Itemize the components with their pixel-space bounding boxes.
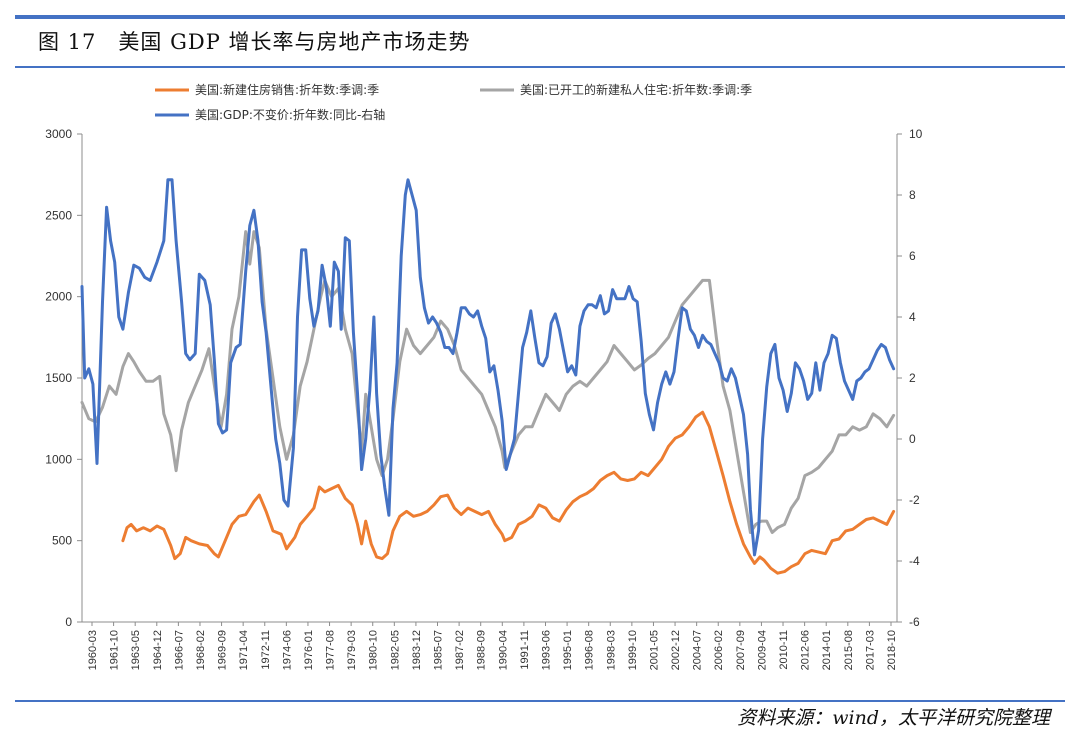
x-tick-label: 1987-02	[454, 630, 466, 670]
x-tick-label: 1974-06	[281, 630, 293, 670]
right-tick-label: 0	[909, 432, 916, 446]
x-tick-label: 1966-07	[173, 630, 185, 670]
x-tick-label: 1985-07	[433, 630, 445, 670]
x-tick-label: 2002-12	[670, 630, 682, 670]
right-tick-label: 10	[909, 127, 923, 141]
x-tick-label: 2001-05	[648, 630, 660, 670]
x-tick-label: 1969-09	[217, 630, 229, 670]
x-tick-label: 1983-12	[411, 630, 423, 670]
left-tick-label: 2000	[45, 290, 72, 304]
line-chart: 美国:新建住房销售:折年数:季调:季 美国:已开工的新建私人住宅:折年数:季调:季…	[45, 82, 923, 670]
x-tick-label: 1988-09	[476, 630, 488, 670]
x-tick-label: 1995-01	[562, 630, 574, 670]
right-tick-label: 4	[909, 310, 916, 324]
left-tick-label: 1000	[45, 452, 72, 466]
x-axis: 1960-03 1961-10 1963-05 1964-12 1966-07 1968-…	[82, 621, 898, 670]
top-rule	[15, 15, 1065, 19]
x-tick-label: 2010-11	[778, 630, 790, 670]
x-tick-label: 1976-01	[303, 630, 315, 670]
right-tick-label: -4	[909, 554, 920, 568]
x-tick-label: 1990-04	[497, 630, 509, 670]
x-tick-label: 1980-10	[368, 630, 380, 670]
x-tick-label: 1968-02	[195, 630, 207, 670]
left-axis: 0 500 1000 1500 2000 2500 3000	[45, 127, 83, 629]
x-tick-label: 1979-03	[346, 630, 358, 670]
x-tick-label: 1961-10	[109, 630, 121, 670]
series-lines	[80, 178, 896, 575]
x-tick-label: 1996-08	[584, 630, 596, 670]
x-tick-label: 1971-04	[238, 630, 250, 670]
x-tick-label: 2007-09	[735, 630, 747, 670]
left-tick-label: 2500	[45, 208, 72, 222]
x-tick-label: 1972-11	[260, 630, 272, 670]
x-tick-label: 2006-02	[713, 630, 725, 670]
figure-number: 图 17	[38, 30, 97, 54]
right-tick-label: 2	[909, 371, 916, 385]
right-tick-label: 8	[909, 188, 916, 202]
x-tick-label: 1963-05	[130, 630, 142, 670]
x-tick-label: 2004-07	[692, 630, 704, 670]
x-tick-label: 1964-12	[152, 630, 164, 670]
x-tick-label: 2017-03	[864, 630, 876, 670]
legend-label: 美国:已开工的新建私人住宅:折年数:季调:季	[520, 82, 752, 97]
left-tick-label: 500	[52, 534, 72, 548]
title-underline	[15, 66, 1065, 68]
x-tick-label: 1991-11	[519, 630, 531, 670]
x-tick-label: 1993-06	[540, 630, 552, 670]
legend: 美国:新建住房销售:折年数:季调:季 美国:已开工的新建私人住宅:折年数:季调:季…	[155, 82, 752, 122]
x-tick-label: 2014-01	[821, 630, 833, 670]
gdp-growth-line	[80, 178, 896, 557]
housing-starts-line	[80, 230, 896, 534]
x-tick-label: 2018-10	[886, 630, 898, 670]
figure-title: 图 17 美国 GDP 增长率与房地产市场走势	[38, 26, 471, 56]
right-axis: -6 -4 -2 0 2 4 6 8 10	[896, 127, 923, 629]
legend-label: 美国:新建住房销售:折年数:季调:季	[195, 82, 379, 97]
right-tick-label: -2	[909, 493, 920, 507]
left-tick-label: 0	[65, 615, 72, 629]
bottom-rule	[15, 700, 1065, 702]
right-tick-label: -6	[909, 615, 920, 629]
x-tick-label: 2009-04	[756, 630, 768, 670]
figure-title-text: 美国 GDP 增长率与房地产市场走势	[118, 30, 471, 54]
left-tick-label: 3000	[45, 127, 72, 141]
x-tick-label: 1982-05	[389, 630, 401, 670]
x-tick-label: 2012-06	[800, 630, 812, 670]
new-home-sales-line	[121, 410, 896, 575]
x-tick-label: 1960-03	[87, 630, 99, 670]
x-tick-label: 2015-08	[843, 630, 855, 670]
source-note: 资料来源：wind，太平洋研究院整理	[737, 707, 1050, 729]
legend-label: 美国:GDP:不变价:折年数:同比-右轴	[195, 107, 385, 122]
x-tick-label: 1998-03	[605, 630, 617, 670]
left-tick-label: 1500	[45, 371, 72, 385]
x-tick-label: 1977-08	[325, 630, 337, 670]
x-tick-label: 1999-10	[627, 630, 639, 670]
right-tick-label: 6	[909, 249, 916, 263]
